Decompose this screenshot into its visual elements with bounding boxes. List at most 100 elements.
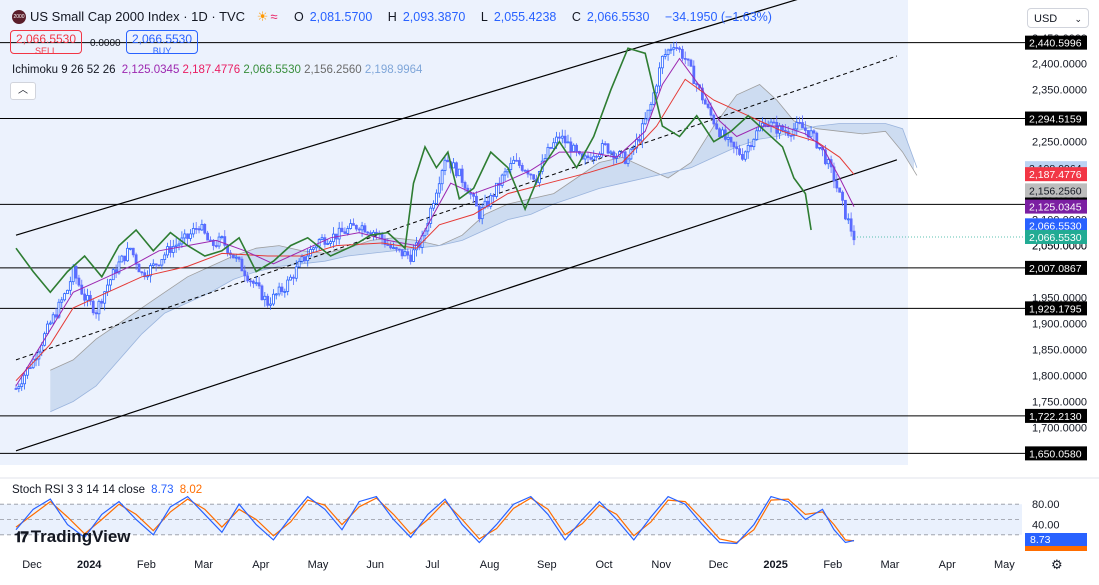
candle-body [572, 144, 576, 152]
candle-body [500, 174, 504, 186]
price-tick-label: 2,250.0000 [1032, 137, 1087, 149]
open-label: O [294, 10, 304, 24]
candle-body [452, 162, 455, 169]
candle-body [297, 260, 301, 268]
channel-lower-line [15, 159, 898, 452]
level-badge [1025, 260, 1087, 275]
stoch-tick-label: 40.00 [1032, 520, 1060, 532]
candle-body [469, 192, 473, 195]
chart-title[interactable]: US Small Cap 2000 Index · 1D · TVC [30, 9, 246, 24]
candle-body [472, 193, 476, 197]
candle-body [140, 271, 144, 274]
candle-body [783, 130, 787, 132]
stoch-k-line [15, 495, 855, 545]
candle-body [366, 231, 370, 234]
buy-button[interactable]: 2,066.5530 BUY [126, 30, 198, 56]
candle-body [675, 47, 679, 49]
candle-body [749, 145, 753, 148]
candle-body [603, 143, 607, 145]
candle-body [649, 103, 653, 111]
candle-body [194, 228, 198, 230]
candle-body [443, 159, 447, 171]
waves-icon[interactable]: ≈ [270, 9, 278, 24]
price-badge-label: 2,066.5530 [1029, 220, 1082, 232]
candle-body [260, 285, 264, 301]
sell-price: 2,066.5530 [15, 32, 77, 46]
candle-body [343, 231, 347, 234]
candle-body [517, 160, 521, 166]
time-tick-label: Dec [709, 559, 729, 571]
candle-body [23, 374, 26, 385]
collapse-legend-button[interactable]: ︿ [10, 82, 36, 100]
candle-body [549, 146, 553, 149]
price-badge-label: 2,125.0345 [1029, 202, 1082, 214]
level-badge [1025, 35, 1087, 50]
candle-body [460, 168, 464, 183]
ichimoku-legend[interactable]: Ichimoku 9 26 52 26 2,125.0345 2,187.477… [12, 64, 422, 76]
candle-body [171, 246, 175, 253]
candle-body [349, 223, 353, 229]
candle-body [666, 49, 670, 55]
candle-body [143, 272, 147, 278]
candle-body [357, 228, 361, 231]
time-tick-label: Apr [939, 559, 956, 571]
candle-body [386, 244, 390, 246]
candle-body [761, 122, 764, 128]
sun-icon[interactable]: ☀ [256, 9, 269, 24]
settings-gear-icon[interactable]: ⚙ [1051, 557, 1063, 572]
candle-body [286, 279, 290, 292]
stoch-legend[interactable]: Stoch RSI 3 3 14 14 close 8.73 8.02 [12, 484, 202, 496]
candle-body [626, 158, 630, 164]
price-tick-label: 1,850.0000 [1032, 345, 1087, 357]
candle-body [211, 239, 215, 246]
tradingview-logo[interactable]: 𝟏𝟕 TradingView [14, 527, 131, 547]
candle-body [658, 67, 661, 87]
candle-body [741, 154, 744, 160]
level-badge-label: 2,440.5996 [1029, 38, 1082, 50]
candle-body [792, 128, 796, 136]
candle-body [277, 286, 281, 295]
candle-body [100, 300, 104, 304]
candle-body [846, 218, 850, 221]
candle-body [726, 136, 730, 140]
candle-body [174, 244, 178, 247]
candle-body [795, 122, 799, 130]
candle-body [643, 118, 647, 125]
candle-body [123, 255, 127, 262]
candle-body [612, 151, 616, 159]
price-badge [1025, 183, 1087, 198]
price-tick-label: 2,350.0000 [1032, 85, 1087, 97]
candle-body [86, 295, 89, 301]
tradingview-mark-icon: 𝟏𝟕 [14, 529, 29, 546]
candle-body [169, 246, 172, 253]
candle-body [28, 367, 32, 370]
channel-middle-line [15, 55, 898, 361]
candle-body [638, 138, 641, 142]
ichimoku-conversion-line [15, 57, 855, 387]
sell-button[interactable]: 2,066.5530 SELL [10, 30, 82, 56]
candle-body [400, 249, 404, 257]
candle-body [191, 228, 195, 235]
candle-body [486, 200, 490, 207]
candle-body [314, 245, 318, 249]
candle-body [769, 121, 773, 127]
candle-body [746, 145, 750, 153]
candle-body [566, 141, 570, 144]
price-axis-bg [1025, 0, 1099, 585]
level-badge-label: 1,722.2130 [1029, 411, 1082, 423]
candle-body [97, 300, 101, 315]
symbol-icon: 2000 [12, 10, 26, 24]
candle-body [374, 231, 378, 234]
candle-body [83, 293, 87, 301]
candle-body [329, 241, 333, 244]
candle-body [197, 228, 201, 231]
ichimoku-base-line [15, 78, 855, 382]
ichimoku-value-span-a: 2,156.2560 [304, 64, 362, 76]
candle-body [157, 264, 161, 267]
candle-body [703, 99, 707, 105]
currency-select[interactable]: USD ⌄ [1027, 8, 1089, 28]
candle-body [552, 142, 556, 149]
candle-body [809, 130, 813, 138]
candle-body [243, 270, 247, 277]
